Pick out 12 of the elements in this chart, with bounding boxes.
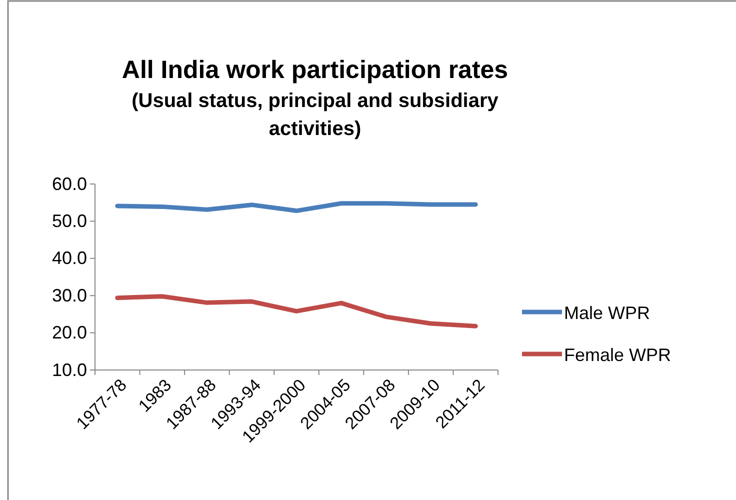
y-tick-label: 40.0 (52, 248, 87, 268)
chart-subtitle: (Usual status, principal and subsidiary activities) (132, 90, 500, 140)
chart-title: All India work participation rates (122, 56, 508, 84)
y-tick-label: 10.0 (52, 360, 87, 380)
legend-label: Female WPR (564, 345, 672, 365)
line-series (115, 201, 478, 214)
y-tick-label: 20.0 (52, 322, 87, 343)
y-tick-label: 50.0 (52, 210, 87, 231)
legend-label: Male WPR (564, 303, 650, 323)
line-series (115, 294, 478, 328)
y-tick-label: 60.0 (52, 174, 87, 194)
y-tick-label: 30.0 (52, 285, 87, 306)
